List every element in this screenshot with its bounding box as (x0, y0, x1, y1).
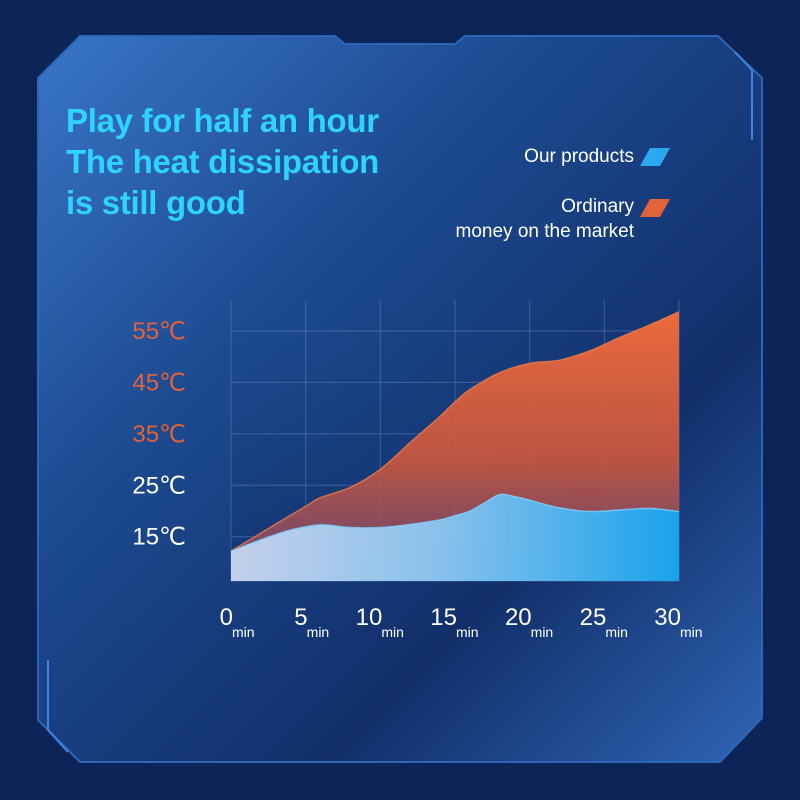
y-tick-label-0: 15℃ (132, 524, 186, 551)
x-tick-unit-0: min (232, 624, 255, 640)
area-ordinary-money-line (230, 311, 680, 552)
legend-swatch-0 (640, 148, 670, 166)
y-tick-label-4: 55℃ (132, 318, 186, 345)
headline-line-3: is still good (66, 184, 246, 221)
x-tick-unit-4: min (531, 624, 554, 640)
x-tick-unit-5: min (605, 624, 628, 640)
x-tick-number-2: 10 (356, 604, 383, 631)
frame-corner-right (734, 51, 753, 140)
legend-label-ordinary-line-2: money on the market (455, 221, 634, 242)
area-our-products-line (230, 493, 680, 552)
legend-label-our-products: Our products (524, 144, 634, 169)
y-tick-label-2: 35℃ (132, 421, 186, 448)
legend-label-our-products-line-1: Our products (524, 146, 634, 167)
x-tick-number-0: 0 (220, 604, 233, 631)
x-tick-number-4: 20 (505, 604, 532, 631)
x-tick-unit-3: min (456, 624, 479, 640)
x-tick-unit-6: min (680, 624, 703, 640)
x-tick-number-3: 15 (430, 604, 457, 631)
headline: Play for half an hour The heat dissipati… (66, 100, 426, 223)
frame-corner-left (47, 660, 69, 753)
legend-label-ordinary: Ordinary money on the market (456, 194, 634, 244)
legend-swatch-1 (640, 199, 670, 217)
legend-label-ordinary-line-1: Ordinary (561, 196, 634, 217)
y-tick-label-3: 45℃ (132, 369, 186, 396)
x-tick-unit-2: min (381, 624, 404, 640)
headline-line-2: The heat dissipation (66, 143, 380, 180)
headline-line-1: Play for half an hour (66, 102, 379, 139)
x-tick-number-5: 25 (580, 604, 607, 631)
y-tick-label-1: 25℃ (132, 472, 186, 499)
x-tick-number-6: 30 (654, 604, 681, 631)
x-tick-unit-1: min (307, 624, 330, 640)
area-our-products (231, 494, 679, 581)
x-tick-number-1: 5 (294, 604, 307, 631)
